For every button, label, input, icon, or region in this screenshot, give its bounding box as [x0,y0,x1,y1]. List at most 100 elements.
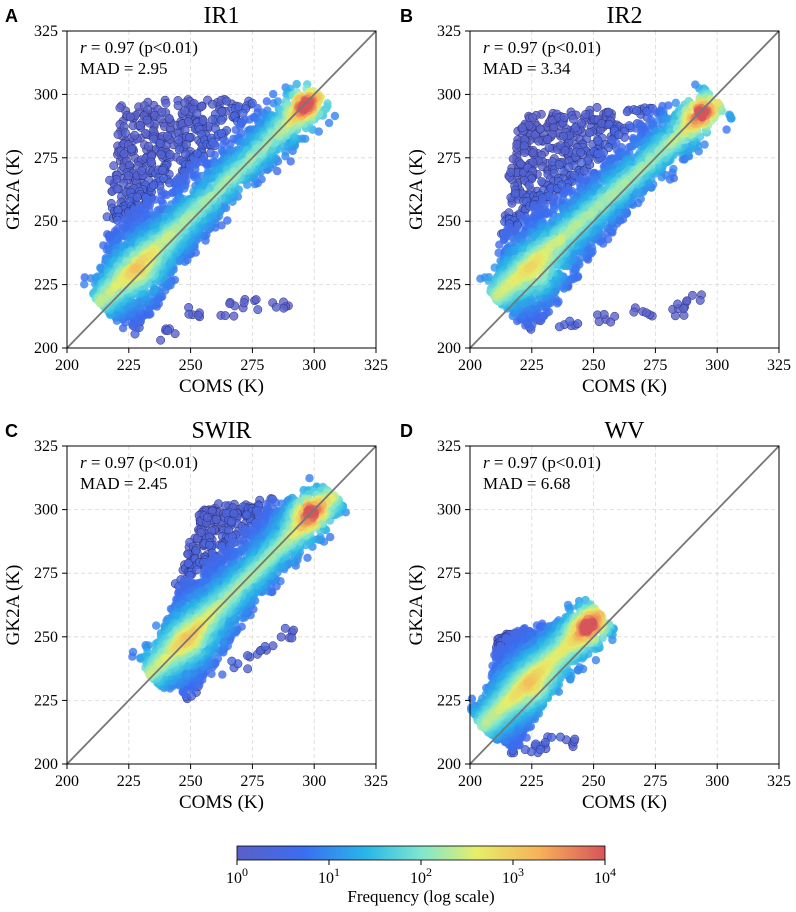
scatter-point [292,79,301,89]
scatter-point [597,149,606,158]
scatter-point [695,295,705,305]
scatter-point [572,220,582,229]
scatter-point [273,97,282,106]
scatter-point [597,119,607,128]
scatter-point [125,112,135,122]
scatter-point [142,115,152,125]
scatter-point [251,295,261,305]
scatter-point [576,158,586,168]
panel-letter: B [400,6,413,26]
scatter-point [594,200,604,210]
scatter-point [217,115,226,125]
scatter-point [512,139,522,149]
scatter-point [119,149,129,159]
scatter-point [144,141,153,151]
scatter-point [549,205,559,214]
scatter-point [135,121,145,130]
scatter-point [146,157,156,167]
scatter-point [97,294,106,303]
scatter-point [128,320,137,329]
scatter-point [641,308,651,318]
scatter-point [192,149,202,159]
scatter-point [645,108,654,118]
scatter-point [559,112,569,122]
stat-mad: MAD = 2.95 [80,59,168,78]
scatter-point [289,625,298,635]
scatter-point [534,136,544,146]
scatter-point [554,322,564,332]
y-tick-label: 250 [437,213,461,230]
scatter-point [156,150,166,159]
scatter-point [576,147,586,157]
scatter-point [585,128,595,138]
panel-letter: A [5,6,18,26]
x-tick-label: 325 [767,357,791,374]
y-tick-label: 200 [34,340,58,357]
scatter-point [223,216,232,225]
scatter-point [236,122,245,131]
y-tick-label: 325 [34,23,58,40]
scatter-point [155,138,165,148]
scatter-point [524,180,534,190]
y-tick-label: 300 [34,86,58,103]
scatter-point [163,131,172,141]
scatter-point [164,113,174,123]
scatter-point [163,326,173,336]
scatter-point [558,131,568,141]
scatter-point [517,123,527,133]
scatter-point [158,165,168,175]
scatter-point [280,623,290,633]
scatter-point [271,302,281,312]
scatter-point [144,197,154,206]
scatter-point [120,128,130,138]
x-tick-label: 325 [364,357,388,374]
scatter-point [202,513,212,522]
scatter-point [222,96,232,106]
y-tick-label: 275 [437,150,461,167]
y-tick-label: 325 [437,23,461,40]
x-tick-label: 225 [117,357,141,374]
y-tick-label: 300 [437,86,461,103]
panel-letter: C [5,421,18,441]
scatter-point [629,307,639,317]
scatter-point [179,216,188,225]
scatter-point [181,140,191,149]
scatter-point [614,130,624,140]
scatter-point [632,106,642,116]
scatter-point [243,664,253,674]
scatter-point [112,184,122,194]
scatter-point [242,510,252,520]
scatter-point [679,304,689,313]
scatter-point [573,319,583,329]
scatter-point [225,299,235,309]
scatter-point [229,311,239,321]
x-tick-label: 275 [643,357,667,374]
stat-r: r = 0.97 (p<0.01) [483,38,601,57]
scatter-point [191,546,201,556]
scatter-point [506,167,516,177]
scatter-point [227,656,237,666]
scatter-point [239,298,249,308]
scatter-point [599,309,609,319]
y-tick-label: 200 [437,340,461,357]
scatter-point [564,162,574,172]
chart-title: SWIR [192,418,252,444]
scatter-point [593,136,603,146]
scatter-point [119,178,129,188]
scatter-point [560,146,570,156]
scatter-point [180,106,190,116]
scatter-point [165,149,175,159]
scatter-point [149,180,158,190]
scatter-point [112,281,121,290]
scatter-point [535,124,545,134]
scatter-point [592,102,602,112]
scatter-point [581,109,591,119]
x-tick-label: 200 [458,357,482,374]
scatter-point [669,164,678,174]
scatter-points [128,474,350,704]
scatter-point [156,335,166,345]
scatter-point [160,234,170,243]
